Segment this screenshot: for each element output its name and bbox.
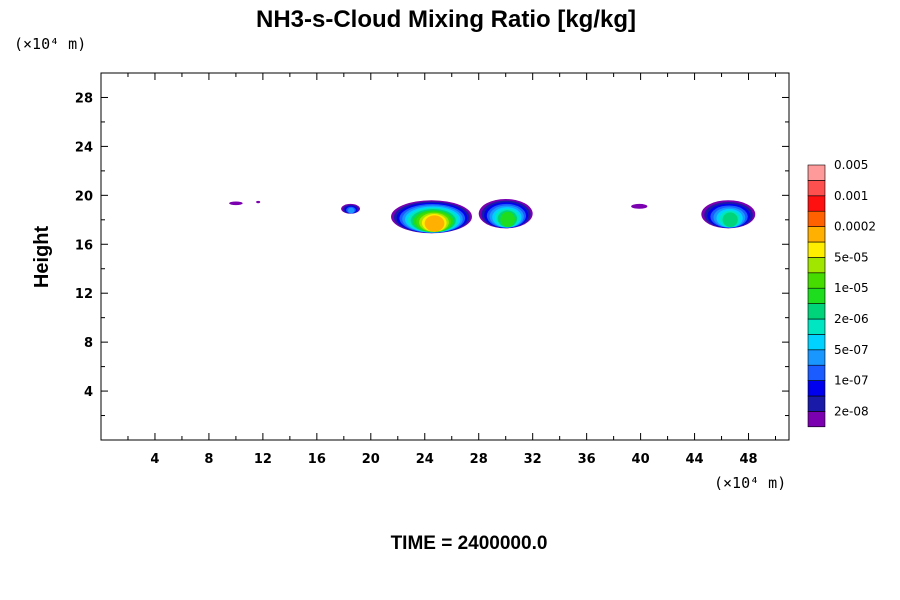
y-tick-label: 16	[75, 238, 93, 253]
colorbar-swatch	[807, 349, 826, 366]
y-axis-label: Height	[31, 226, 53, 289]
colorbar-label: 2e-06	[834, 312, 869, 326]
cloud-contour	[722, 212, 738, 228]
x-tick-label: 8	[204, 452, 213, 467]
colorbar-swatch	[807, 241, 826, 258]
cloud-contour	[424, 215, 445, 232]
colorbar-swatch	[807, 164, 826, 181]
colorbar-label: 1e-07	[834, 374, 869, 388]
x-tick-label: 44	[686, 452, 704, 467]
x-tick-label: 16	[308, 452, 326, 467]
y-tick-label: 4	[84, 385, 93, 400]
x-tick-label: 48	[739, 452, 757, 467]
colorbar-swatch	[807, 272, 826, 289]
colorbar-swatch	[807, 210, 826, 227]
cloud-contour	[347, 207, 355, 214]
x-tick-label: 20	[362, 452, 380, 467]
cloud-contour	[631, 203, 648, 209]
x-tick-label: 4	[150, 452, 159, 467]
plot-frame	[100, 72, 790, 441]
x-tick-label: 40	[632, 452, 650, 467]
colorbar-swatch	[807, 303, 826, 320]
colorbar-swatch	[807, 195, 826, 212]
x-tick-label: 32	[524, 452, 542, 467]
colorbar-swatch	[807, 180, 826, 197]
y-tick-label: 24	[75, 140, 93, 155]
y-tick-label: 12	[75, 287, 93, 302]
colorbar-label: 0.001	[834, 189, 868, 203]
colorbar-swatch	[807, 411, 826, 428]
x-tick-label: 12	[254, 452, 272, 467]
time-label: TIME = 2400000.0	[391, 533, 548, 554]
colorbar-swatch	[807, 364, 826, 381]
cloud-contour	[256, 200, 261, 204]
cloud-contour	[229, 201, 243, 206]
colorbar-swatch	[807, 380, 826, 397]
y-tick-label: 28	[75, 91, 93, 106]
colorbar-swatch	[807, 395, 826, 412]
x-tick-label: 36	[578, 452, 596, 467]
x-tick-label: 28	[470, 452, 488, 467]
colorbar-swatch	[807, 287, 826, 304]
colorbar-swatch	[807, 257, 826, 274]
colorbar-label: 0.0002	[834, 220, 876, 234]
cloud-contour	[500, 211, 515, 227]
colorbar-label: 2e-08	[834, 404, 869, 418]
cloud-field	[229, 199, 756, 234]
colorbar-label: 1e-05	[834, 281, 869, 295]
colorbar-swatch	[807, 334, 826, 351]
chart-title: NH3-s-Cloud Mixing Ratio [kg/kg]	[256, 6, 636, 33]
colorbar-swatch	[807, 226, 826, 243]
colorbar: 2e-08 1e-07 5e-07 2e-06 1e-05 5e-05 0.0002 0.00…	[807, 158, 876, 428]
colorbar-swatch	[807, 318, 826, 335]
x-tick-label: 24	[416, 452, 434, 467]
y-tick-label: 20	[75, 189, 93, 204]
colorbar-label: 0.005	[834, 158, 868, 172]
colorbar-label: 5e-07	[834, 343, 869, 357]
y-tick-label: 8	[84, 336, 93, 351]
x-unit-label: (×10⁴ m)	[714, 474, 786, 492]
colorbar-label: 5e-05	[834, 250, 869, 264]
y-unit-label: (×10⁴ m)	[14, 35, 86, 53]
